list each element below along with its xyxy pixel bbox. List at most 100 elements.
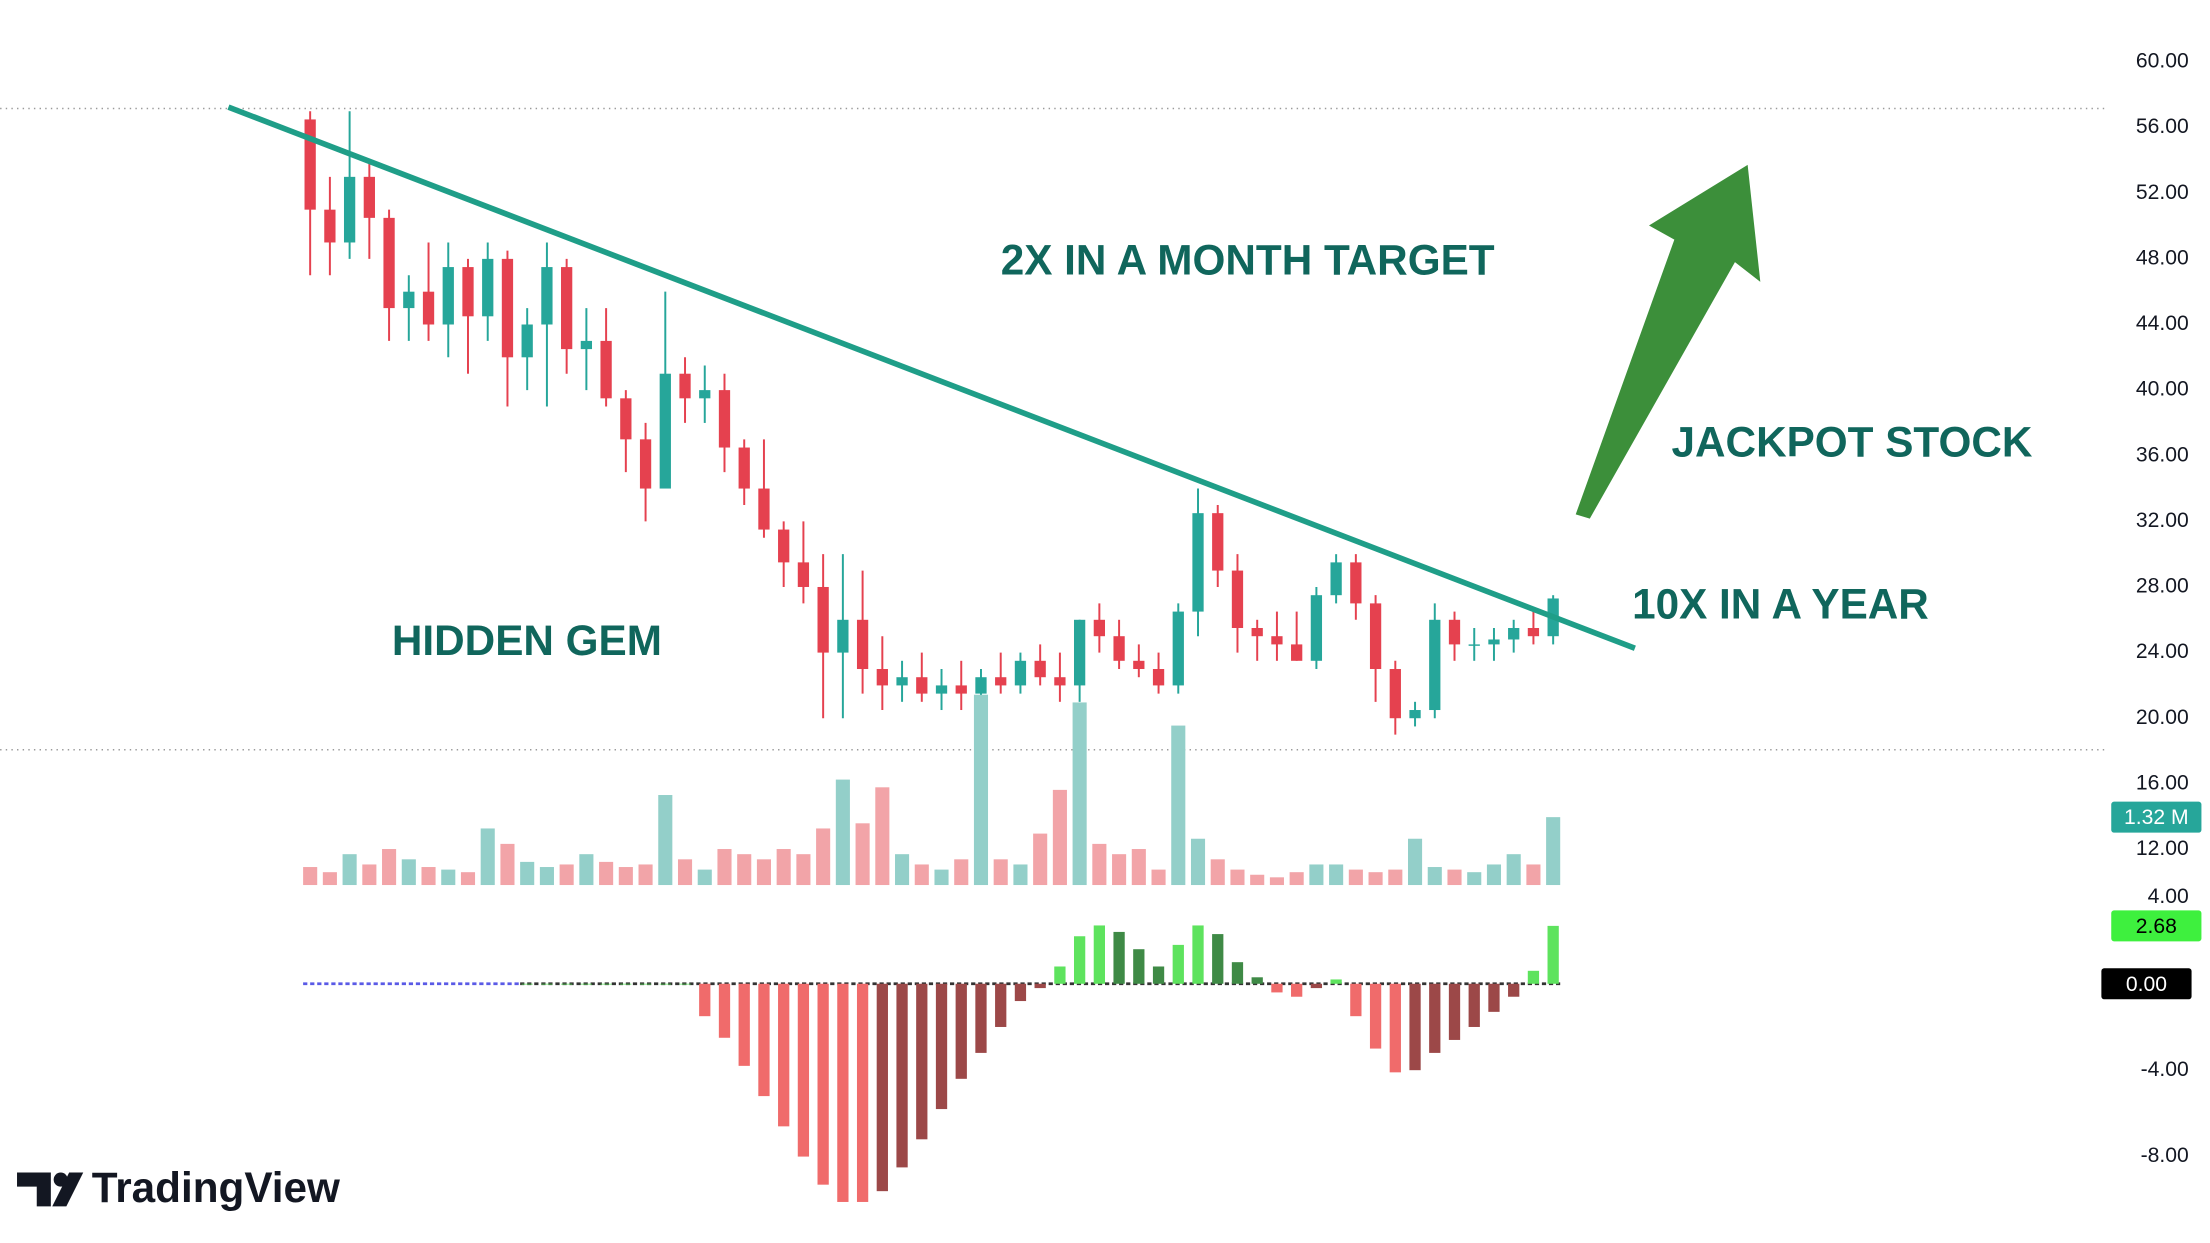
bar bbox=[776, 849, 791, 886]
bar bbox=[1131, 849, 1146, 886]
bar bbox=[954, 859, 969, 886]
candle-body bbox=[975, 677, 987, 694]
bar bbox=[1309, 864, 1324, 886]
bar bbox=[718, 983, 731, 1038]
bar bbox=[679, 983, 691, 985]
bar bbox=[973, 694, 989, 886]
candle-body bbox=[955, 685, 967, 694]
bar bbox=[541, 983, 553, 985]
bar bbox=[1388, 869, 1403, 886]
candle-body bbox=[442, 267, 454, 325]
bar bbox=[955, 983, 967, 1079]
bar bbox=[934, 869, 949, 886]
bar bbox=[1488, 983, 1500, 1012]
y-tick-label: 16.00 bbox=[2136, 771, 2189, 794]
bar bbox=[559, 864, 574, 886]
bar bbox=[1014, 983, 1027, 1002]
bar bbox=[322, 872, 337, 886]
bar bbox=[1212, 934, 1224, 984]
bar bbox=[1468, 983, 1480, 1027]
bar bbox=[699, 983, 711, 1017]
bar bbox=[620, 983, 632, 985]
bar bbox=[837, 983, 849, 1202]
trend-line bbox=[227, 104, 1636, 651]
bar bbox=[441, 869, 456, 886]
bar bbox=[1013, 864, 1028, 886]
bar bbox=[1467, 872, 1482, 886]
value-badge bbox=[2111, 801, 2202, 833]
value-badge-label: 0.00 bbox=[2126, 973, 2167, 996]
bar bbox=[935, 983, 948, 1110]
candle-body bbox=[1330, 562, 1342, 596]
bar bbox=[1192, 925, 1204, 984]
candle-body bbox=[778, 529, 790, 563]
candle-body bbox=[1409, 710, 1421, 719]
bar bbox=[1231, 962, 1244, 984]
bar bbox=[1230, 869, 1245, 886]
bar bbox=[1527, 970, 1540, 984]
bar bbox=[500, 843, 515, 886]
bar bbox=[797, 983, 810, 1157]
bar bbox=[816, 828, 831, 886]
bar bbox=[342, 854, 357, 886]
candle-body bbox=[1152, 669, 1165, 686]
bar bbox=[1526, 864, 1541, 886]
bar bbox=[855, 823, 870, 886]
y-tick-label: 48.00 bbox=[2136, 246, 2189, 269]
candle-body bbox=[403, 291, 415, 309]
candle-body bbox=[1350, 562, 1362, 604]
annotation: JACKPOT STOCK bbox=[1672, 419, 2033, 466]
candle-body bbox=[659, 373, 671, 489]
y-tick-label: 40.00 bbox=[2136, 378, 2189, 401]
candle-body bbox=[482, 258, 494, 317]
candle-body bbox=[1172, 611, 1184, 686]
bar bbox=[896, 983, 908, 1168]
bar bbox=[1486, 864, 1502, 886]
logo-icon bbox=[17, 1172, 51, 1207]
bar bbox=[401, 859, 416, 886]
candle-body bbox=[896, 677, 908, 686]
candle-body bbox=[876, 669, 888, 686]
candle-body bbox=[462, 267, 474, 317]
candle-body bbox=[1488, 639, 1500, 645]
bar bbox=[1251, 977, 1263, 984]
bar bbox=[579, 854, 594, 886]
value-badge bbox=[2101, 968, 2192, 1000]
bar bbox=[1546, 817, 1561, 886]
bar bbox=[1113, 931, 1125, 984]
candle-body bbox=[521, 324, 533, 358]
up-arrow bbox=[1575, 164, 1761, 519]
bar bbox=[362, 864, 377, 886]
candle-body bbox=[916, 677, 928, 694]
candle-body bbox=[699, 390, 711, 399]
bar bbox=[1348, 869, 1363, 886]
logo: TradingView bbox=[17, 1164, 340, 1211]
bar bbox=[758, 983, 770, 1097]
bar bbox=[303, 867, 318, 886]
candle-body bbox=[501, 258, 514, 358]
bar bbox=[975, 983, 987, 1053]
bar bbox=[677, 859, 693, 886]
y-tick-label: -4.00 bbox=[2141, 1058, 2189, 1081]
bar bbox=[1407, 838, 1423, 886]
candle-body bbox=[935, 685, 948, 694]
bar bbox=[1112, 854, 1127, 886]
candle-body bbox=[1133, 660, 1145, 670]
candle-body bbox=[1310, 595, 1323, 661]
candle-body bbox=[1073, 619, 1086, 686]
bar bbox=[1052, 789, 1067, 886]
bar bbox=[520, 861, 535, 886]
bar bbox=[1210, 859, 1225, 886]
bar bbox=[916, 983, 928, 1140]
candle-body bbox=[856, 619, 869, 670]
y-tick-label: 20.00 bbox=[2136, 706, 2189, 729]
bar bbox=[1291, 983, 1303, 997]
bar bbox=[658, 795, 673, 886]
bar bbox=[580, 983, 593, 985]
candle-body bbox=[718, 390, 731, 448]
bar bbox=[1289, 872, 1304, 886]
y-tick-label: 60.00 bbox=[2136, 50, 2189, 73]
annotation: 2X IN A MONTH TARGET bbox=[1001, 237, 1495, 284]
candle-body bbox=[1271, 636, 1283, 645]
bar bbox=[638, 864, 653, 886]
